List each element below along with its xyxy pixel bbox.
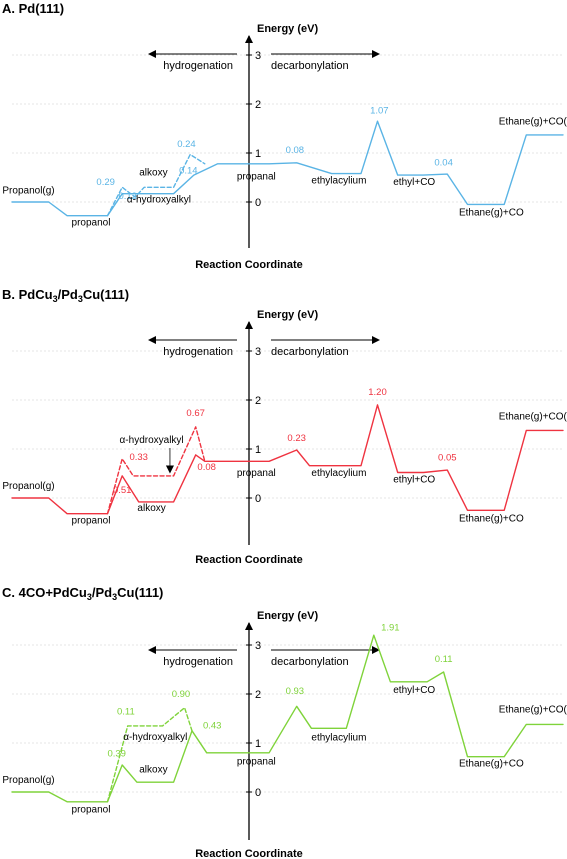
barrier-value-label: 0.11 (435, 654, 453, 665)
barrier-value-label: 0.33 (129, 452, 148, 463)
x-axis-title: Reaction Coordinate (195, 259, 303, 271)
barrier-value-label: 0.93 (286, 686, 305, 697)
decarbonylation-label: decarbonylation (271, 60, 349, 72)
y-tick-label: 3 (255, 50, 261, 62)
y-tick-label: 2 (255, 689, 261, 701)
y-tick-label: 1 (255, 148, 261, 160)
chart-panel-1: A. Pd(111) Energy (eV) 3 2 1 0 hydrogenation de… (2, 1, 567, 271)
y-tick-label: 0 (255, 787, 261, 799)
state-label: α-hydroxyalkyl (120, 435, 184, 446)
state-label: ethylacylium (311, 468, 366, 479)
panel-title: B. PdCu3/Pd3Cu(111) (2, 287, 129, 304)
barrier-value-label: 0.05 (438, 452, 457, 463)
chart-panel-2: B. PdCu3/Pd3Cu(111) Energy (eV) 3 2 1 0 hydrog… (2, 287, 567, 566)
dashed-pathway-line (106, 153, 206, 217)
barrier-value-label: 0.08 (286, 145, 305, 156)
state-label: propanol (72, 515, 111, 526)
state-label: ethyl+CO (393, 474, 435, 485)
x-axis-title: Reaction Coordinate (195, 554, 303, 566)
y-axis-title: Energy (eV) (257, 23, 318, 35)
state-label: ethylacylium (311, 733, 366, 744)
state-label: Ethane(g)+CO (459, 759, 524, 770)
barrier-value-label: 1.07 (370, 105, 389, 116)
state-label: Ethane(g)+CO(g) (499, 117, 567, 128)
hydrogenation-label: hydrogenation (163, 346, 233, 358)
panel-title: A. Pd(111) (2, 1, 64, 16)
barrier-value-label: 0.04 (434, 157, 453, 168)
barrier-value-label: 1.20 (368, 387, 387, 398)
hydrogenation-label: hydrogenation (163, 60, 233, 72)
y-axis-title: Energy (eV) (257, 309, 318, 321)
state-label: Propanol(g) (2, 775, 54, 786)
state-label: alkoxy (137, 503, 165, 514)
state-label: Ethane(g)+CO (459, 208, 524, 219)
y-tick-label: 2 (255, 395, 261, 407)
x-axis-title: Reaction Coordinate (195, 848, 303, 859)
barrier-value-label: 0.14 (179, 166, 198, 177)
y-tick-label: 3 (255, 640, 261, 652)
decarbonylation-label: decarbonylation (271, 656, 349, 668)
barrier-value-label: 0.12 (118, 191, 137, 202)
state-label: α-hydroxyalkyl (127, 194, 191, 205)
barrier-value-label: 0.43 (203, 720, 222, 731)
barrier-value-label: 0.51 (113, 485, 132, 496)
chart-panel-3: C. 4CO+PdCu3/Pd3Cu(111) Energy (eV) 3 2 1 0 hy… (2, 585, 567, 859)
state-label: propanal (237, 171, 276, 182)
state-label: ethyl+CO (393, 685, 435, 696)
y-tick-label: 0 (255, 493, 261, 505)
y-tick-label: 1 (255, 444, 261, 456)
barrier-value-label: 0.29 (96, 177, 115, 188)
state-label: ethylacylium (311, 175, 366, 186)
state-label: Ethane(g)+CO (459, 514, 524, 525)
hydrogenation-label: hydrogenation (163, 656, 233, 668)
y-axis-title: Energy (eV) (257, 610, 318, 622)
barrier-value-label: 0.39 (107, 749, 126, 760)
state-label: propanol (72, 805, 111, 816)
barrier-value-label: 1.91 (381, 622, 400, 633)
panel-title: C. 4CO+PdCu3/Pd3Cu(111) (2, 585, 163, 602)
barrier-value-label: 0.90 (172, 689, 191, 700)
state-label: propanal (237, 468, 276, 479)
state-label: Propanol(g) (2, 481, 54, 492)
solid-pathway-line (11, 404, 564, 515)
state-label: Ethane(g)+CO(g) (499, 705, 567, 716)
barrier-value-label: 0.24 (177, 139, 196, 150)
solid-pathway-line (11, 634, 564, 803)
state-label: alkoxy (139, 168, 167, 179)
decarbonylation-label: decarbonylation (271, 346, 349, 358)
barrier-value-label: 0.11 (117, 707, 135, 718)
dashed-pathway-line (106, 707, 193, 803)
state-label: propanol (72, 218, 111, 229)
y-tick-label: 2 (255, 99, 261, 111)
barrier-value-label: 0.67 (186, 408, 205, 419)
state-label: propanal (237, 757, 276, 768)
barrier-value-label: 0.08 (197, 462, 216, 473)
y-tick-label: 3 (255, 346, 261, 358)
dashed-pathway-line (106, 426, 206, 515)
state-label: α-hydroxyalkyl (123, 732, 187, 743)
state-label: Propanol(g) (2, 186, 54, 197)
state-label: alkoxy (139, 764, 167, 775)
y-tick-label: 1 (255, 738, 261, 750)
state-label: Ethane(g)+CO(g) (499, 412, 567, 423)
barrier-value-label: 0.23 (287, 433, 306, 444)
y-tick-label: 0 (255, 197, 261, 209)
solid-pathway-line (11, 120, 564, 217)
state-label: ethyl+CO (393, 177, 435, 188)
